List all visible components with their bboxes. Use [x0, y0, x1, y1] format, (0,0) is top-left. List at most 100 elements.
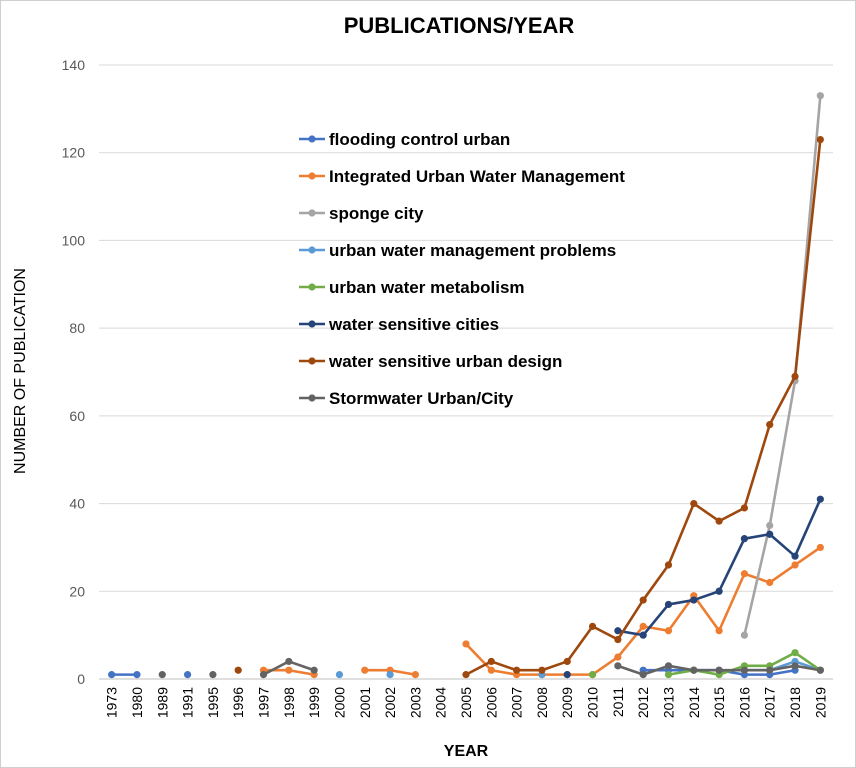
legend-label: Stormwater Urban/City — [329, 389, 514, 408]
x-tick-label: 1980 — [129, 687, 145, 718]
series-7 — [158, 657, 824, 679]
x-tick-label: 1996 — [230, 687, 246, 718]
data-point — [766, 578, 774, 587]
y-tick-label: 0 — [77, 671, 85, 687]
data-point — [588, 671, 597, 679]
x-tick-label: 2015 — [711, 687, 727, 718]
data-point — [133, 671, 141, 679]
data-point — [740, 570, 749, 578]
legend-label: sponge city — [329, 204, 424, 223]
data-point — [639, 631, 647, 639]
legend-item: sponge city — [299, 204, 424, 223]
legend-item: water sensitive urban design — [299, 352, 562, 371]
data-point — [766, 530, 774, 538]
y-axis-title: NUMBER OF PUBLICATION — [12, 268, 29, 474]
y-tick-label: 120 — [62, 145, 86, 161]
legend-swatch-marker — [308, 209, 316, 217]
data-point — [614, 627, 622, 635]
x-axis-title: YEAR — [444, 743, 489, 760]
x-tick-label: 2012 — [635, 687, 651, 718]
legend-item: urban water management problems — [299, 241, 616, 260]
x-tick-label: 1998 — [281, 687, 297, 718]
data-point — [487, 657, 495, 666]
data-point — [816, 92, 824, 100]
x-tick-label: 2001 — [357, 687, 373, 718]
legend-label: water sensitive urban design — [328, 352, 562, 371]
x-tick-label: 2002 — [382, 687, 398, 718]
x-tick-label: 2004 — [433, 687, 449, 718]
data-point — [183, 671, 192, 679]
data-point — [664, 600, 673, 609]
legend-item: water sensitive cities — [299, 315, 499, 334]
legend-label: flooding control urban — [329, 130, 510, 149]
data-point — [766, 521, 774, 530]
data-point — [715, 666, 723, 674]
data-point — [411, 671, 419, 679]
data-point — [259, 671, 268, 679]
x-tick-label: 1995 — [205, 687, 221, 718]
data-point — [614, 635, 622, 644]
series-6 — [234, 135, 824, 679]
data-point — [639, 596, 647, 604]
legend-swatch-marker — [308, 172, 316, 180]
legend-item: urban water metabolism — [299, 278, 525, 297]
series-group — [108, 92, 824, 679]
data-point — [563, 657, 571, 666]
chart-title: PUBLICATIONS/YEAR — [344, 13, 575, 38]
data-point — [310, 666, 318, 674]
data-point — [158, 671, 166, 679]
x-tick-label: 2008 — [534, 687, 550, 718]
x-tick-label: 2017 — [762, 687, 778, 718]
y-axis-ticks: 0 20 40 60 80 100 120 140 — [62, 57, 86, 687]
data-point — [740, 631, 749, 639]
data-point — [563, 671, 571, 679]
y-tick-label: 140 — [62, 57, 86, 73]
x-tick-label: 1991 — [180, 687, 196, 718]
x-tick-label: 2006 — [483, 687, 499, 718]
data-point — [664, 627, 673, 635]
y-tick-label: 20 — [69, 583, 85, 599]
x-tick-label: 1997 — [256, 687, 272, 718]
data-point — [690, 499, 698, 508]
data-point — [766, 421, 774, 429]
data-point — [740, 666, 749, 674]
data-point — [740, 535, 749, 543]
data-point — [614, 653, 622, 661]
data-point — [513, 666, 521, 674]
x-tick-label: 2000 — [331, 687, 347, 718]
legend-label: Integrated Urban Water Management — [329, 167, 625, 186]
y-tick-label: 80 — [69, 320, 85, 336]
x-tick-label: 2010 — [585, 687, 601, 718]
data-point — [639, 622, 647, 630]
data-point — [209, 671, 217, 679]
data-point — [816, 495, 824, 503]
data-point — [816, 666, 824, 674]
legend: flooding control urban Integrated Urban W… — [299, 130, 625, 408]
x-tick-label: 2016 — [736, 687, 752, 718]
x-tick-label: 2018 — [787, 687, 803, 718]
data-point — [335, 671, 344, 679]
legend-label: urban water metabolism — [329, 278, 525, 297]
data-point — [285, 657, 293, 666]
series-line — [743, 95, 822, 636]
x-axis-ticks: 1973 1980 1989 1991 1995 1996 1997 1998 1999 2000… — [104, 687, 829, 718]
x-tick-label: 1989 — [154, 687, 170, 718]
data-point — [690, 596, 698, 604]
data-point — [108, 671, 116, 679]
legend-item: Stormwater Urban/City — [299, 389, 514, 408]
x-tick-label: 2011 — [610, 687, 626, 717]
data-point — [487, 666, 495, 674]
x-tick-label: 2013 — [660, 687, 676, 718]
legend-item: Integrated Urban Water Management — [299, 167, 625, 186]
data-point — [664, 561, 673, 569]
legend-label: urban water management problems — [329, 241, 616, 260]
data-point — [538, 666, 546, 674]
data-point — [462, 640, 470, 648]
legend-swatch-marker — [308, 320, 316, 328]
legend-label: water sensitive cities — [328, 315, 499, 334]
data-point — [766, 666, 774, 674]
data-point — [791, 561, 799, 569]
series-line — [465, 139, 822, 676]
